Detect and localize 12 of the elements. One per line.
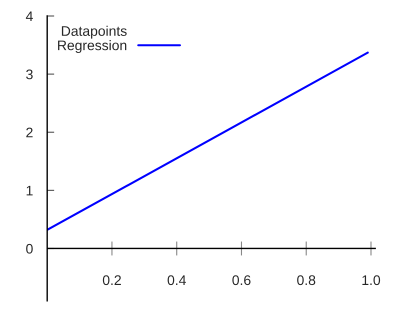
- x-tick-label: 0.2: [102, 275, 121, 286]
- y-tick-label: 1: [26, 186, 33, 196]
- x-tick-label: 1.0: [362, 275, 380, 286]
- legend-label: Regression: [58, 40, 126, 54]
- x-tick-label: 0.8: [297, 275, 316, 286]
- y-tick-label: 4: [26, 11, 33, 22]
- x-tick-label: 0.4: [168, 275, 186, 286]
- y-tick-label: 3: [26, 69, 33, 80]
- legend-label: Datapoints: [62, 26, 127, 39]
- x-tick-label: 0.6: [232, 275, 251, 286]
- y-tick-label: 0: [26, 244, 33, 254]
- y-tick-label: 2: [26, 128, 33, 138]
